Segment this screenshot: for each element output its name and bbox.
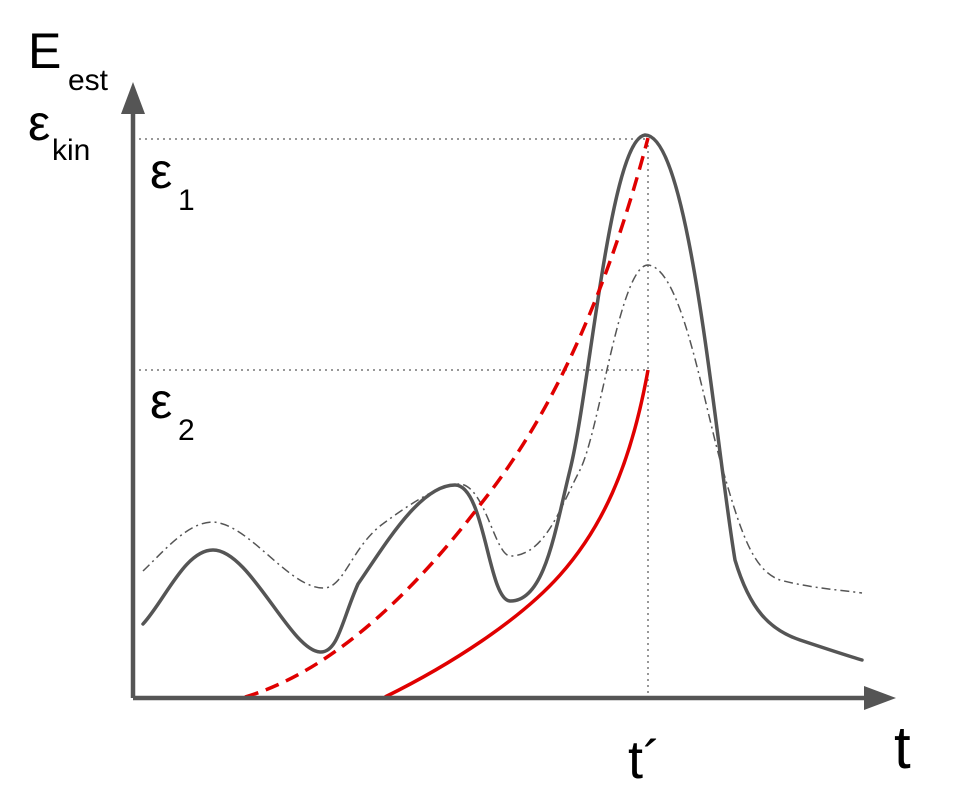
- y-axis-label-e: E: [28, 23, 61, 79]
- t-prime-label: t´: [628, 730, 661, 790]
- main-energy-curve: [141, 133, 864, 662]
- x-axis-arrowhead: [864, 686, 896, 710]
- dashdot-curve: [142, 264, 863, 594]
- eps2-label: ε: [150, 373, 172, 429]
- red-solid-curve: [384, 369, 650, 699]
- y-axis-label-e-subscript: est: [68, 64, 109, 97]
- eps1-label: ε: [150, 143, 172, 199]
- y-axis-label-eps: ε: [28, 95, 50, 151]
- y-axis-arrowhead: [121, 82, 145, 114]
- eps2-label-subscript: 2: [178, 414, 195, 447]
- eps1-label-subscript: 1: [178, 184, 195, 217]
- x-axis-label-t: t: [894, 714, 911, 781]
- red-dashed-curve: [244, 137, 650, 699]
- y-axis-label-eps-subscript: kin: [52, 134, 90, 167]
